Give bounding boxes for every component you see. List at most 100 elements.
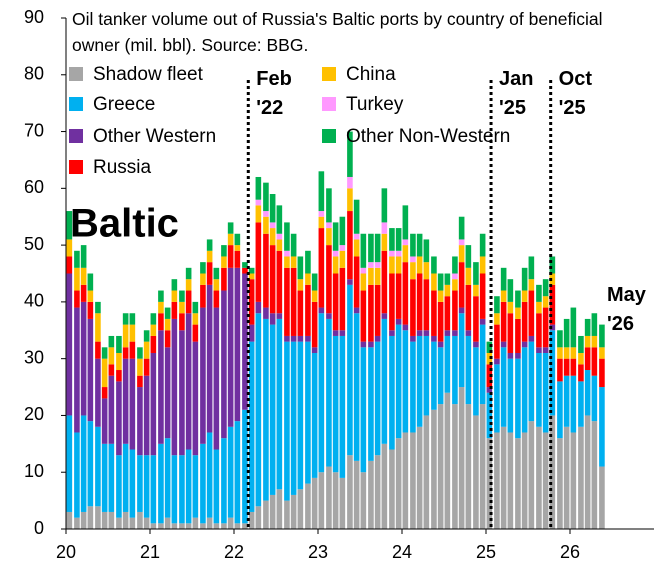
bar-segment	[269, 222, 276, 229]
bar-segment	[528, 279, 535, 291]
bar-segment	[305, 335, 311, 342]
bar-segment	[402, 245, 409, 263]
y-tick-label: 0	[34, 518, 44, 538]
bar-segment	[74, 432, 80, 518]
bar-segment	[101, 398, 108, 444]
y-tick-label: 40	[24, 291, 44, 311]
bar-segment	[465, 284, 472, 331]
bar-segment	[486, 387, 493, 393]
bar-segment	[269, 245, 276, 314]
bar-segment	[87, 273, 94, 291]
bar-segment	[66, 511, 73, 529]
bar-segment	[305, 273, 311, 285]
bar-segment	[80, 267, 87, 285]
bar-segment	[410, 432, 416, 529]
bar-segment	[290, 494, 297, 529]
bar-segment	[374, 455, 381, 529]
bar-segment	[150, 352, 157, 456]
bar-segment	[479, 256, 486, 274]
bar-segment	[353, 256, 360, 308]
bar-segment	[578, 426, 584, 529]
x-tick-label: 23	[308, 542, 328, 562]
bar-segment	[339, 267, 346, 331]
bar-segment	[318, 313, 325, 473]
bar-segment	[206, 517, 213, 529]
bar-segment	[479, 273, 486, 319]
bar-segment	[458, 245, 465, 263]
bar-segment	[557, 330, 563, 348]
bar-segment	[473, 415, 479, 529]
bar-segment	[368, 233, 374, 263]
annotation-line: May	[607, 284, 647, 306]
bar-segment	[150, 335, 157, 353]
bar-segment	[507, 432, 514, 529]
legend-label: Other Western	[93, 126, 216, 147]
bar-segment	[515, 352, 521, 359]
bar-segment	[318, 228, 325, 308]
bar-segment	[263, 318, 269, 501]
bar-segment	[339, 335, 346, 478]
bar-segment	[311, 273, 318, 291]
bar-segment	[318, 307, 325, 314]
bar-segment	[179, 290, 185, 302]
bar-segment	[318, 211, 325, 217]
bar-segment	[494, 358, 500, 365]
bar-segment	[137, 511, 143, 529]
bar-segment	[521, 267, 528, 291]
bar-segment	[263, 211, 269, 217]
bar-segment	[563, 375, 570, 427]
x-tick-label: 21	[140, 542, 160, 562]
annotation: Jan '25	[499, 68, 533, 119]
x-tick-label: 24	[392, 542, 412, 562]
bar-segment	[515, 358, 521, 439]
bar-segment	[87, 290, 94, 302]
bar-segment	[542, 307, 549, 348]
bar-segment	[479, 404, 486, 529]
bar-segment	[536, 426, 542, 529]
bar-segment	[185, 523, 192, 529]
bar-segment	[465, 335, 472, 405]
bar-segment	[360, 472, 367, 529]
bar-segment	[437, 347, 444, 405]
bar-segment	[473, 296, 479, 342]
bar-segment	[515, 290, 521, 308]
bar-segment	[213, 523, 220, 529]
bar-segment	[332, 256, 339, 274]
bar-segment	[360, 267, 367, 274]
bar-segment	[458, 307, 465, 314]
bar-segment	[200, 273, 206, 285]
bar-segment	[311, 477, 318, 529]
bar-segment	[542, 347, 549, 353]
bar-segment	[368, 341, 374, 348]
bar-segment	[263, 182, 269, 212]
bar-segment	[150, 313, 157, 325]
bar-segment	[599, 347, 605, 359]
bar-segment	[221, 523, 227, 529]
bar-segment	[305, 250, 311, 274]
bar-segment	[521, 347, 528, 433]
bar-segment	[557, 381, 563, 439]
bar-segment	[129, 517, 136, 529]
bar-segment	[87, 421, 94, 507]
bar-segment	[164, 330, 171, 348]
x-tick-label: 25	[476, 542, 496, 562]
bar-segment	[416, 273, 423, 331]
annotation: Oct '25	[559, 68, 593, 119]
bar-segment	[276, 313, 283, 319]
bar-segment	[542, 432, 549, 529]
bar-segment	[374, 335, 381, 342]
bar-segment	[507, 313, 514, 353]
bar-segment	[578, 364, 584, 382]
bar-segment	[122, 347, 129, 359]
bar-segment	[80, 301, 87, 416]
bar-segment	[507, 301, 514, 314]
bar-segment	[452, 279, 458, 291]
bar-segment	[591, 313, 598, 336]
bar-segment	[221, 245, 227, 257]
bar-segment	[444, 273, 451, 285]
bar-segment	[500, 290, 507, 302]
bar-segment	[536, 347, 542, 353]
bar-segment	[416, 335, 423, 427]
bar-segment	[423, 279, 430, 331]
bar-segment	[143, 330, 150, 342]
